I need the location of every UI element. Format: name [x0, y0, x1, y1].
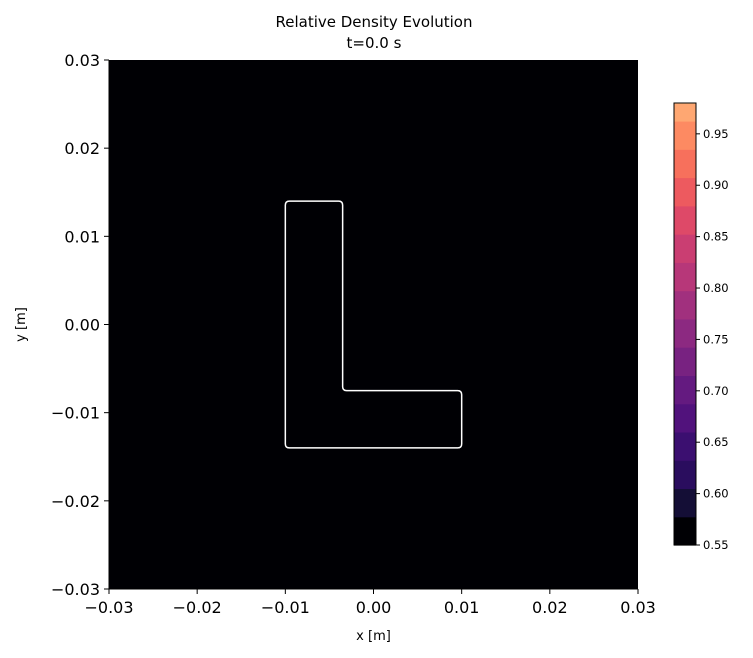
- colorbar-band: [674, 120, 696, 150]
- y-tick-label: 0.02: [64, 139, 100, 158]
- colorbar-band: [674, 205, 696, 235]
- colorbar-frame: [673, 102, 697, 546]
- x-tick-label: −0.03: [84, 598, 133, 617]
- colorbar-tick-label: 0.55: [703, 538, 729, 552]
- colorbar-band: [674, 516, 696, 546]
- x-tick-label: −0.01: [261, 598, 310, 617]
- chart-title: Relative Density Evolution: [276, 13, 473, 31]
- chart-subtitle: t=0.0 s: [347, 34, 402, 52]
- y-tick-label: −0.01: [51, 404, 100, 423]
- colorbar-tick-label: 0.70: [703, 384, 729, 398]
- y-tick-label: −0.02: [51, 492, 100, 511]
- colorbar-band: [674, 403, 696, 433]
- y-axis: −0.03 −0.02 −0.01 0.00 0.01 0.02 0.03: [51, 51, 110, 599]
- colorbar-band: [674, 375, 696, 405]
- x-tick-label: −0.02: [173, 598, 222, 617]
- colorbar-tick-label: 0.80: [703, 281, 729, 295]
- y-tick-label: 0.03: [64, 51, 100, 70]
- colorbar-band: [674, 347, 696, 376]
- colorbar-tick-label: 0.85: [703, 230, 729, 244]
- colorbar-band: [674, 460, 696, 490]
- x-tick-label: 0.00: [356, 598, 392, 617]
- plot-area: [109, 60, 638, 589]
- x-axis: −0.03 −0.02 −0.01 0.00 0.01 0.02 0.03: [84, 588, 656, 617]
- density-contour: [284, 200, 463, 449]
- y-tick-label: 0.00: [64, 316, 100, 335]
- colorbar-band: [674, 431, 696, 461]
- y-tick-label: 0.01: [64, 227, 100, 246]
- y-tick-label: −0.03: [51, 580, 100, 599]
- colorbar-band: [674, 290, 696, 320]
- colorbar-band: [674, 177, 696, 207]
- colorbar-tick-label: 0.75: [703, 332, 729, 346]
- y-axis-label: y [m]: [14, 307, 29, 342]
- colorbar-band: [674, 149, 696, 179]
- x-axis-label: x [m]: [356, 629, 391, 644]
- colorbar-band: [674, 262, 696, 292]
- colorbar-tick-label: 0.65: [703, 435, 729, 449]
- x-tick-label: 0.02: [532, 598, 568, 617]
- colorbar-tick-label: 0.95: [703, 127, 729, 141]
- colorbar-band: [674, 488, 696, 518]
- colorbar-band: [674, 234, 696, 263]
- colorbar: 0.55 0.60 0.65 0.70 0.75 0.80 0.85 0.90 0.95: [673, 102, 729, 552]
- colorbar-band: [674, 318, 696, 348]
- x-tick-label: 0.03: [620, 598, 656, 617]
- colorbar-band: [674, 103, 696, 122]
- colorbar-tick-label: 0.60: [703, 487, 729, 501]
- colorbar-tick-label: 0.90: [703, 178, 729, 192]
- contour-layer: [284, 200, 463, 449]
- x-tick-label: 0.01: [444, 598, 480, 617]
